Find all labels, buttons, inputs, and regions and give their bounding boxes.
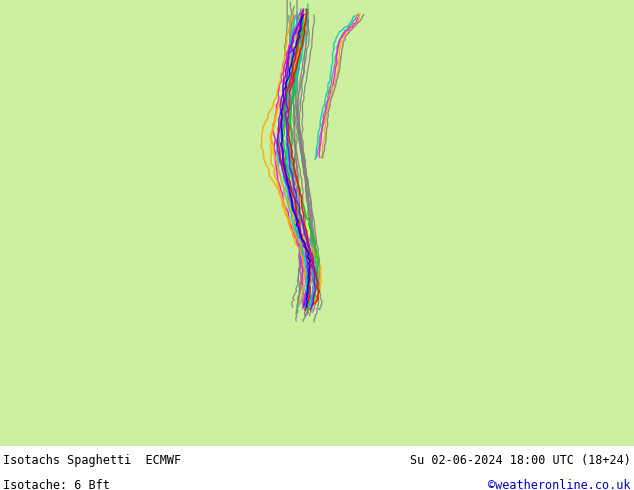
Text: Isotache: 6 Bft: Isotache: 6 Bft <box>3 479 110 490</box>
Polygon shape <box>0 0 634 445</box>
Text: Isotachs Spaghetti  ECMWF: Isotachs Spaghetti ECMWF <box>3 454 181 467</box>
Text: ©weatheronline.co.uk: ©weatheronline.co.uk <box>488 479 631 490</box>
Text: Su 02-06-2024 18:00 UTC (18+24): Su 02-06-2024 18:00 UTC (18+24) <box>410 454 631 467</box>
